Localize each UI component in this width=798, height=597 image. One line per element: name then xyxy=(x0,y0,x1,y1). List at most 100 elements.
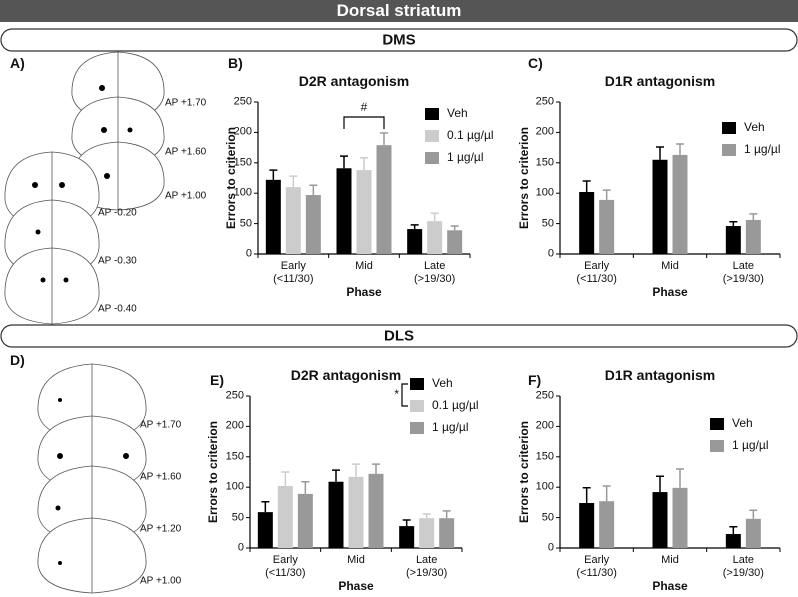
error-bar xyxy=(360,157,368,171)
bar xyxy=(439,518,455,548)
section-box xyxy=(0,28,798,52)
error-bar xyxy=(450,225,459,231)
x-tick-label: Late (>19/30) xyxy=(722,554,764,579)
legend-label: Veh xyxy=(432,376,453,391)
y-tick-label: 0 xyxy=(547,247,554,260)
legend-swatch xyxy=(425,130,439,142)
bar xyxy=(257,512,273,548)
bar xyxy=(672,154,688,254)
bar xyxy=(376,145,392,254)
y-tick-label: 50 xyxy=(239,217,252,230)
panel-label: E) xyxy=(210,371,224,388)
bar xyxy=(672,487,688,548)
error-bar xyxy=(749,213,758,220)
error-bar xyxy=(269,169,278,180)
y-tick-label: 250 xyxy=(535,389,554,402)
y-tick-label: 150 xyxy=(535,156,554,169)
y-tick-label: 250 xyxy=(535,95,554,108)
legend-label: Veh xyxy=(732,416,753,431)
bar xyxy=(407,229,423,254)
y-tick-label: 250 xyxy=(225,389,244,402)
legend-swatch xyxy=(722,122,736,134)
atlas-label: AP +1.70 xyxy=(140,419,182,431)
section-title: DLS xyxy=(384,327,414,345)
error-bar xyxy=(380,132,388,146)
lesion-marks xyxy=(32,85,133,565)
x-tick-label: Early (<11/30) xyxy=(576,554,617,579)
bar xyxy=(419,518,435,548)
legend-swatch xyxy=(410,400,424,412)
error-bar xyxy=(676,468,684,488)
x-axis-label: Phase xyxy=(652,579,688,594)
legend-swatch xyxy=(410,378,424,390)
y-tick-label: 100 xyxy=(535,480,554,493)
x-tick-label: Late (>19/30) xyxy=(406,554,448,579)
y-axis-label: Errors to criterion xyxy=(224,126,239,230)
x-axis-label: Phase xyxy=(346,285,382,300)
significance-label: * xyxy=(394,387,399,402)
bar xyxy=(336,168,352,254)
error-bar xyxy=(402,519,411,527)
x-tick-label: Mid xyxy=(661,554,679,566)
error-bar xyxy=(656,475,664,493)
bar xyxy=(579,191,595,254)
legend-swatch xyxy=(425,152,439,164)
atlas-label: AP +1.70 xyxy=(165,97,207,109)
y-tick-label: 150 xyxy=(535,450,554,463)
x-tick-label: Early (<11/30) xyxy=(576,260,617,285)
panel-label: A) xyxy=(10,54,25,71)
y-tick-label: 0 xyxy=(245,247,252,260)
bar xyxy=(356,170,372,254)
atlas-label: AP +1.60 xyxy=(165,146,207,158)
bar xyxy=(297,493,313,548)
legend-label: 1 µg/µl xyxy=(744,142,781,157)
header-title: Dorsal striatum xyxy=(336,1,462,21)
legend-swatch xyxy=(425,108,439,120)
error-bar xyxy=(372,463,380,474)
atlas-label: AP -0.40 xyxy=(98,303,137,315)
y-tick-label: 200 xyxy=(535,420,554,433)
error-bar xyxy=(656,146,664,160)
y-tick-label: 50 xyxy=(541,511,554,524)
chart-title: D2R antagonism xyxy=(298,72,410,89)
bar xyxy=(745,518,761,548)
x-tick-label: Early (<11/30) xyxy=(265,554,306,579)
significance-bracket xyxy=(343,116,385,130)
error-bar xyxy=(676,143,684,155)
legend-label: 0.1 µg/µl xyxy=(432,398,479,413)
legend-label: 0.1 µg/µl xyxy=(447,128,494,143)
y-tick-label: 150 xyxy=(225,450,244,463)
legend-swatch xyxy=(722,144,736,156)
error-bar xyxy=(289,175,298,188)
chart-title: D2R antagonism xyxy=(290,366,402,383)
bar xyxy=(277,485,293,548)
bar xyxy=(599,199,615,254)
error-bar xyxy=(442,510,451,519)
atlas-label: AP +1.60 xyxy=(140,471,182,483)
error-bar xyxy=(261,501,270,513)
y-tick-label: 200 xyxy=(233,126,252,139)
y-tick-label: 100 xyxy=(233,186,252,199)
y-tick-label: 100 xyxy=(535,186,554,199)
error-bar xyxy=(301,480,310,494)
y-axis-label: Errors to criterion xyxy=(517,420,532,524)
error-bar xyxy=(430,212,439,222)
atlas-label: AP +1.00 xyxy=(165,190,207,202)
bar xyxy=(368,473,384,548)
error-bar xyxy=(602,485,611,502)
legend-label: Veh xyxy=(744,120,765,135)
error-bar xyxy=(729,221,738,227)
x-tick-label: Late (>19/30) xyxy=(722,260,764,285)
bar xyxy=(725,226,741,254)
error-bar xyxy=(281,471,290,486)
y-tick-label: 200 xyxy=(535,126,554,139)
x-axis-label: Phase xyxy=(652,285,688,300)
legend-label: 1 µg/µl xyxy=(732,438,769,453)
panel-label: C) xyxy=(528,54,543,71)
significance-bracket xyxy=(401,383,408,407)
panel-label: B) xyxy=(228,54,243,71)
y-tick-label: 0 xyxy=(547,541,554,554)
panel-label: D) xyxy=(10,351,25,368)
error-bar xyxy=(410,224,419,230)
